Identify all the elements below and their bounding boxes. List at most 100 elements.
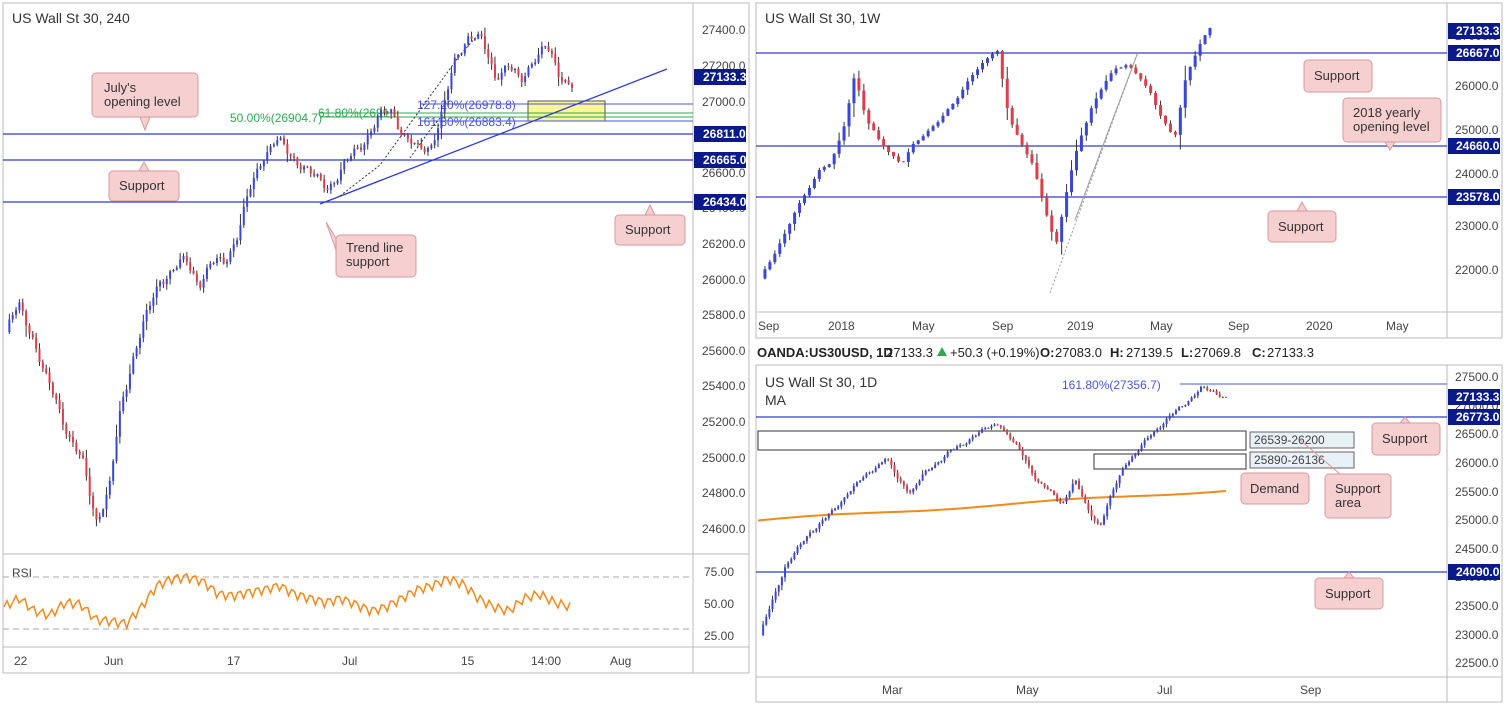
candle-body: [832, 153, 836, 165]
candle-body: [827, 164, 831, 167]
candle-body: [837, 140, 841, 154]
candle-body: [400, 129, 403, 135]
d1-price-tick: 27500.0: [1455, 370, 1499, 384]
h4-callout-trend-line-text: Trend line support: [346, 240, 403, 269]
candle-body: [834, 508, 837, 510]
candle-body: [175, 267, 178, 270]
candle-body: [899, 478, 902, 482]
candle-body: [1055, 231, 1059, 242]
d1-open: 27083.0: [1055, 345, 1102, 360]
d1-high: 27139.5: [1126, 345, 1173, 360]
candle-body: [871, 471, 874, 473]
candle-body: [319, 174, 322, 180]
h4-last-price-tag: [694, 69, 746, 85]
w1-callout-support-bottom: Support: [1267, 200, 1337, 243]
candle-body: [25, 311, 28, 326]
candle-body: [272, 144, 275, 147]
d1-last-price-tag: [1448, 389, 1500, 405]
candle-body: [1045, 196, 1049, 216]
candle-body: [8, 319, 11, 333]
d1-symbol: OANDA:US30USD, 1D: [757, 345, 893, 360]
candle-body: [951, 103, 955, 110]
candle-body: [1109, 73, 1113, 81]
candle-body: [554, 53, 557, 63]
candle-body: [840, 501, 843, 507]
candle-body: [145, 309, 148, 322]
candle-body: [1078, 480, 1081, 490]
candle-body: [1143, 440, 1146, 446]
d1-demand-zone: [1093, 453, 1247, 470]
w1-price-tick: 22000.0: [1455, 263, 1499, 277]
candle-body: [497, 77, 500, 80]
candle-body: [843, 497, 846, 502]
candle-body: [252, 177, 255, 189]
d1-callout-demand: Demand: [1240, 472, 1310, 505]
candle-body: [1037, 479, 1040, 482]
candle-body: [45, 368, 48, 373]
candle-body: [41, 361, 44, 369]
candle-body: [827, 514, 830, 519]
candle-body: [299, 165, 302, 170]
candle-body: [132, 356, 135, 374]
candle-body: [968, 439, 971, 444]
candle-body: [179, 259, 182, 268]
h4-last-price-text: 27133.3: [703, 70, 747, 84]
candle-body: [82, 454, 85, 458]
h4-fib-1618-label: 161.80%(26883.4): [417, 115, 516, 129]
d1-time-tick: Jul: [1157, 683, 1172, 697]
candle-body: [339, 169, 342, 181]
candle-body: [346, 159, 349, 161]
candle-body: [821, 520, 824, 524]
candle-body: [112, 461, 115, 481]
candle-body: [965, 443, 968, 446]
candle-body: [1068, 491, 1071, 498]
candle-body: [467, 36, 470, 45]
candle-body: [159, 281, 162, 287]
candle-body: [1052, 490, 1055, 495]
w1-time-tick: Sep: [758, 319, 780, 333]
candle-body: [1168, 123, 1172, 132]
candle-body: [550, 50, 553, 54]
candle-body: [149, 305, 152, 310]
candle-body: [92, 495, 95, 509]
candle-body: [852, 78, 856, 104]
candle-body: [926, 130, 930, 137]
w1-callout-yearly-open: 2018 yearly opening level: [1342, 97, 1442, 151]
candle-body: [1184, 404, 1187, 407]
candle-body: [316, 174, 319, 177]
h4-title: US Wall St 30, 240: [12, 10, 130, 26]
d1-close-label: C:: [1252, 345, 1266, 360]
candle-body: [447, 89, 450, 100]
candle-body: [48, 372, 51, 384]
candle-body: [88, 476, 91, 496]
d1-high-label: H:: [1110, 345, 1124, 360]
candle-body: [410, 138, 413, 144]
d1-candles: [762, 385, 1227, 637]
candle-body: [1074, 480, 1077, 484]
candle-body: [857, 78, 861, 91]
candle-body: [256, 168, 259, 178]
candle-body: [142, 321, 145, 338]
candle-body: [356, 147, 359, 149]
h4-trend-line: [319, 68, 668, 205]
candle-body: [1163, 115, 1167, 124]
d1-time-tick: Sep: [1300, 683, 1322, 697]
candle-body: [1087, 502, 1090, 511]
candle-body: [847, 103, 851, 127]
h4-callout-support-right: Support: [614, 203, 686, 246]
candle-body: [1021, 449, 1024, 456]
h4-time-tick: 17: [227, 654, 241, 668]
candle-body: [882, 139, 886, 147]
candle-body: [1049, 489, 1052, 491]
candle-body: [1000, 51, 1004, 79]
candle-body: [460, 53, 463, 55]
h4-price-tick: 27400.0: [702, 23, 746, 37]
candle-body: [774, 591, 777, 600]
candle-body: [872, 123, 876, 131]
candle-body: [189, 262, 192, 271]
candle-body: [540, 46, 543, 55]
candle-body: [286, 144, 289, 154]
h4-time-tick: 22: [14, 654, 28, 668]
candle-body: [842, 126, 846, 141]
h4-price-tick: 26200.0: [702, 237, 746, 251]
